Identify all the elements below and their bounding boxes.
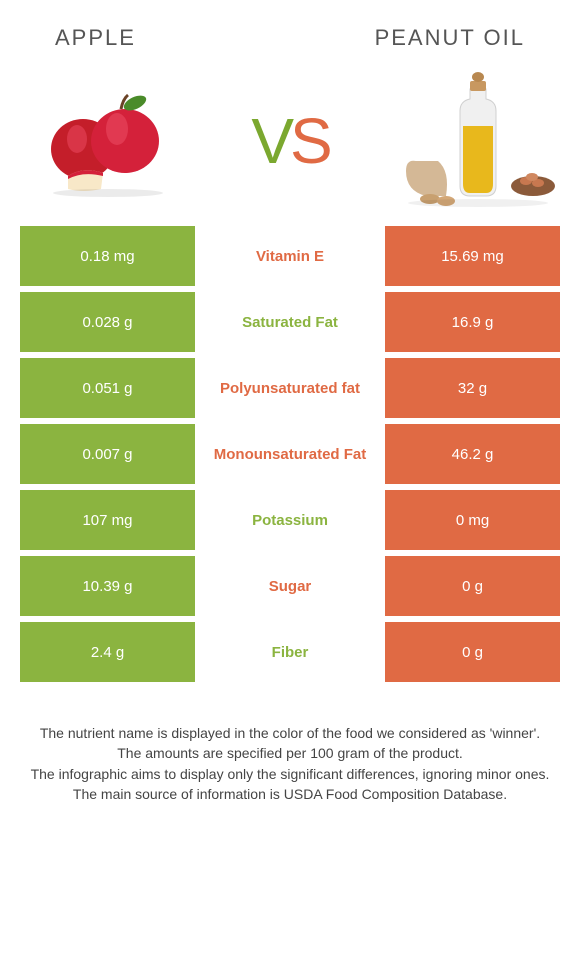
table-row: 2.4 gFiber0 g <box>20 622 560 682</box>
right-value: 46.2 g <box>385 424 560 484</box>
table-row: 0.051 gPolyunsaturated fat32 g <box>20 358 560 418</box>
left-value: 10.39 g <box>20 556 195 616</box>
left-value: 0.028 g <box>20 292 195 352</box>
left-value: 107 mg <box>20 490 195 550</box>
left-value: 0.18 mg <box>20 226 195 286</box>
table-row: 10.39 gSugar0 g <box>20 556 560 616</box>
footnote-line: The infographic aims to display only the… <box>25 764 555 784</box>
right-value: 32 g <box>385 358 560 418</box>
nutrient-label: Vitamin E <box>195 226 385 286</box>
nutrient-label: Sugar <box>195 556 385 616</box>
vs-s: S <box>290 105 329 177</box>
footnote-line: The amounts are specified per 100 gram o… <box>25 743 555 763</box>
nutrient-label: Monounsaturated Fat <box>195 424 385 484</box>
footnote-line: The main source of information is USDA F… <box>25 784 555 804</box>
vs-v: V <box>251 105 290 177</box>
left-value: 0.007 g <box>20 424 195 484</box>
right-title: PEANUT OIL <box>375 25 525 51</box>
apple-image <box>20 71 195 211</box>
nutrient-label: Saturated Fat <box>195 292 385 352</box>
right-value: 0 g <box>385 622 560 682</box>
table-row: 107 mgPotassium0 mg <box>20 490 560 550</box>
nutrient-label: Polyunsaturated fat <box>195 358 385 418</box>
left-value: 0.051 g <box>20 358 195 418</box>
nutrient-label: Fiber <box>195 622 385 682</box>
table-row: 0.028 gSaturated Fat16.9 g <box>20 292 560 352</box>
right-value: 0 mg <box>385 490 560 550</box>
right-value: 16.9 g <box>385 292 560 352</box>
right-value: 15.69 mg <box>385 226 560 286</box>
footnotes: The nutrient name is displayed in the co… <box>0 688 580 804</box>
comparison-table: 0.18 mgVitamin E15.69 mg0.028 gSaturated… <box>0 226 580 682</box>
vs-label: VS <box>251 104 328 178</box>
table-row: 0.18 mgVitamin E15.69 mg <box>20 226 560 286</box>
header-row: APPLE PEANUT OIL <box>0 0 580 66</box>
right-value: 0 g <box>385 556 560 616</box>
peanut-oil-image <box>385 71 560 211</box>
nutrient-label: Potassium <box>195 490 385 550</box>
table-row: 0.007 gMonounsaturated Fat46.2 g <box>20 424 560 484</box>
footnote-line: The nutrient name is displayed in the co… <box>25 723 555 743</box>
images-row: VS <box>0 66 580 226</box>
left-title: APPLE <box>55 25 136 51</box>
left-value: 2.4 g <box>20 622 195 682</box>
